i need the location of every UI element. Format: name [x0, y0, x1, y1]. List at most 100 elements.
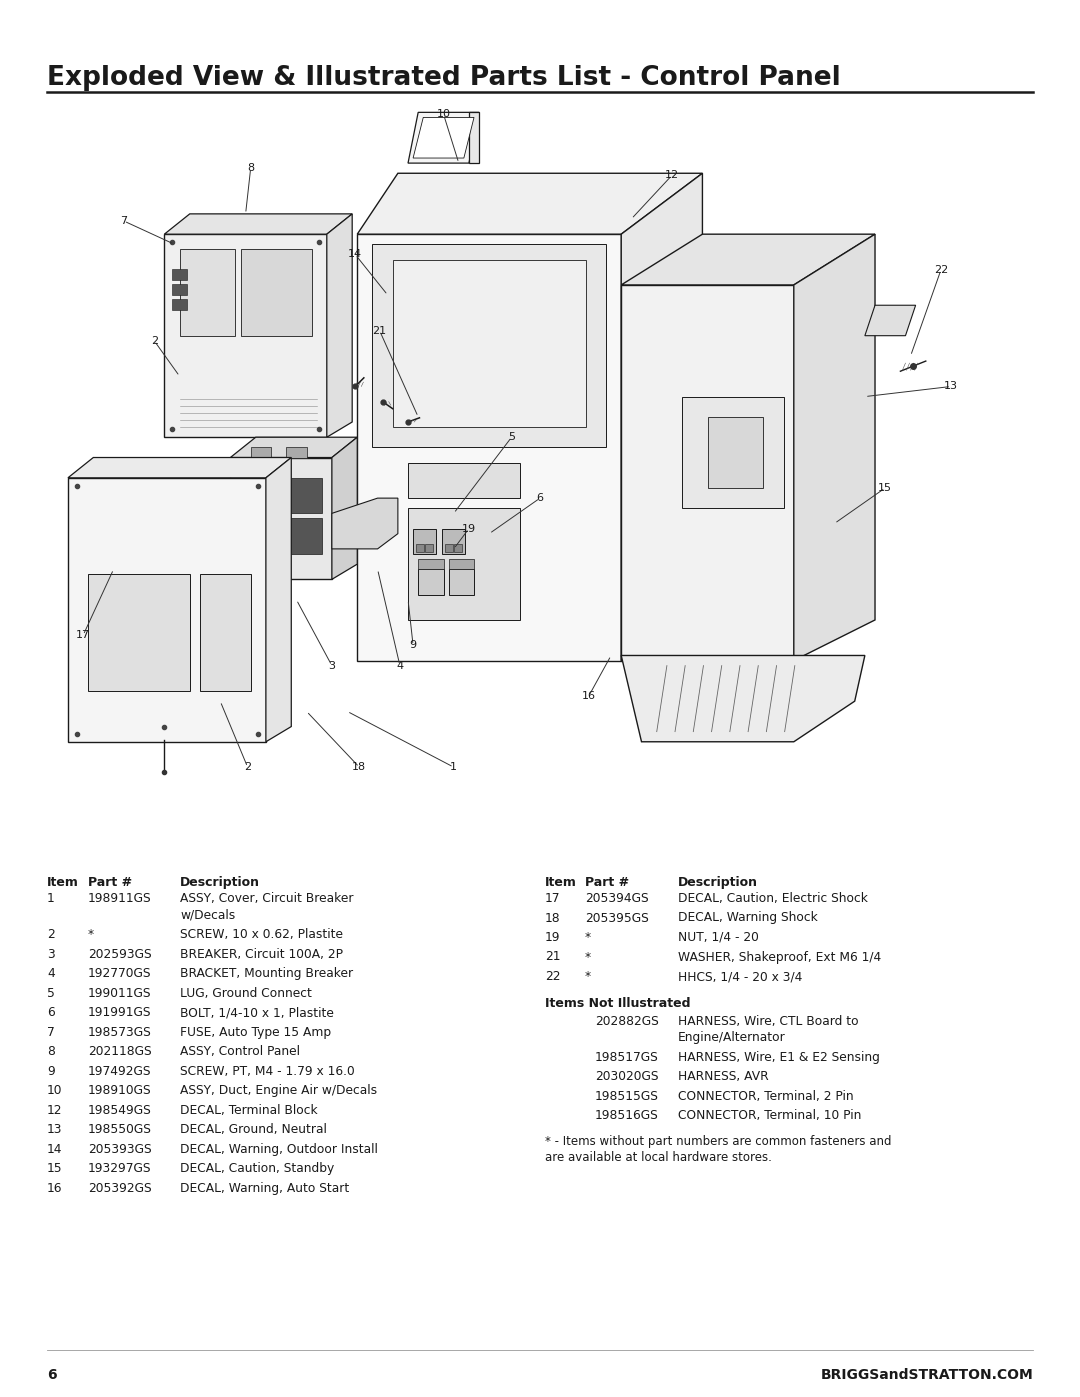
Text: 202593GS: 202593GS: [87, 947, 151, 961]
Text: 4: 4: [396, 661, 404, 671]
Polygon shape: [413, 528, 436, 555]
Text: SCREW, PT, M4 - 1.79 x 16.0: SCREW, PT, M4 - 1.79 x 16.0: [180, 1065, 354, 1077]
Text: 16: 16: [582, 692, 596, 701]
Text: 10: 10: [436, 109, 450, 119]
Text: 14: 14: [48, 1143, 63, 1155]
Polygon shape: [448, 569, 474, 595]
Text: HARNESS, AVR: HARNESS, AVR: [678, 1070, 769, 1084]
Text: 205394GS: 205394GS: [585, 893, 649, 905]
Text: Items Not Illustrated: Items Not Illustrated: [545, 997, 690, 1010]
Polygon shape: [164, 235, 327, 437]
Text: 205392GS: 205392GS: [87, 1182, 151, 1194]
Polygon shape: [373, 244, 606, 447]
Text: CONNECTOR, Terminal, 2 Pin: CONNECTOR, Terminal, 2 Pin: [678, 1090, 853, 1102]
Text: 199011GS: 199011GS: [87, 986, 151, 1000]
Text: 4: 4: [48, 967, 55, 981]
Polygon shape: [418, 569, 444, 595]
Polygon shape: [408, 509, 519, 620]
Polygon shape: [448, 559, 474, 569]
Polygon shape: [286, 447, 307, 458]
Text: are available at local hardware stores.: are available at local hardware stores.: [545, 1151, 772, 1164]
Text: *: *: [87, 928, 94, 942]
Text: 198517GS: 198517GS: [595, 1051, 659, 1065]
Text: 3: 3: [328, 661, 336, 671]
Text: DECAL, Warning, Outdoor Install: DECAL, Warning, Outdoor Install: [180, 1143, 378, 1155]
Polygon shape: [173, 299, 187, 310]
Polygon shape: [230, 458, 332, 580]
Polygon shape: [445, 543, 453, 552]
Text: DECAL, Warning, Auto Start: DECAL, Warning, Auto Start: [180, 1182, 349, 1194]
Text: 9: 9: [48, 1065, 55, 1077]
Polygon shape: [408, 112, 480, 163]
Text: * - Items without part numbers are common fasteners and: * - Items without part numbers are commo…: [545, 1134, 891, 1148]
Text: 198910GS: 198910GS: [87, 1084, 151, 1097]
Text: BOLT, 1/4-10 x 1, Plastite: BOLT, 1/4-10 x 1, Plastite: [180, 1006, 334, 1018]
Text: 198550GS: 198550GS: [87, 1123, 152, 1136]
Polygon shape: [621, 235, 875, 285]
Text: *: *: [585, 930, 591, 944]
Polygon shape: [332, 499, 397, 549]
Polygon shape: [707, 416, 764, 488]
Polygon shape: [286, 478, 322, 513]
Text: 203020GS: 203020GS: [595, 1070, 659, 1084]
Text: 21: 21: [373, 326, 387, 335]
Polygon shape: [357, 173, 702, 235]
Text: 7: 7: [120, 217, 127, 226]
Text: Item: Item: [545, 876, 577, 888]
Text: *: *: [585, 970, 591, 983]
Text: 2: 2: [48, 928, 55, 942]
Polygon shape: [245, 518, 281, 555]
Text: 2: 2: [151, 335, 158, 346]
Polygon shape: [245, 478, 281, 513]
Text: ASSY, Cover, Circuit Breaker: ASSY, Cover, Circuit Breaker: [180, 893, 353, 905]
Text: 16: 16: [48, 1182, 63, 1194]
Text: CONNECTOR, Terminal, 10 Pin: CONNECTOR, Terminal, 10 Pin: [678, 1109, 862, 1122]
Text: 8: 8: [247, 163, 254, 173]
Text: 6: 6: [48, 1006, 55, 1018]
Polygon shape: [408, 462, 519, 499]
Text: 198911GS: 198911GS: [87, 893, 151, 905]
Text: 14: 14: [348, 250, 362, 260]
Polygon shape: [266, 458, 292, 742]
Polygon shape: [89, 574, 190, 692]
Text: Exploded View & Illustrated Parts List - Control Panel: Exploded View & Illustrated Parts List -…: [48, 66, 840, 91]
Text: 17: 17: [76, 630, 91, 640]
Polygon shape: [68, 458, 292, 478]
Text: Part #: Part #: [585, 876, 630, 888]
Text: 13: 13: [944, 381, 958, 391]
Text: Item: Item: [48, 876, 79, 888]
Text: 3: 3: [48, 947, 55, 961]
Text: 193297GS: 193297GS: [87, 1162, 151, 1175]
Text: 18: 18: [545, 911, 561, 925]
Polygon shape: [173, 268, 187, 279]
Polygon shape: [327, 214, 352, 437]
Polygon shape: [683, 397, 784, 509]
Text: 13: 13: [48, 1123, 63, 1136]
Text: 7: 7: [48, 1025, 55, 1038]
Text: HARNESS, Wire, CTL Board to: HARNESS, Wire, CTL Board to: [678, 1014, 859, 1028]
Text: HHCS, 1/4 - 20 x 3/4: HHCS, 1/4 - 20 x 3/4: [678, 970, 802, 983]
Polygon shape: [200, 574, 251, 692]
Text: 6: 6: [48, 1368, 56, 1382]
Text: 198515GS: 198515GS: [595, 1090, 659, 1102]
Polygon shape: [426, 543, 433, 552]
Polygon shape: [393, 260, 585, 427]
Text: DECAL, Caution, Standby: DECAL, Caution, Standby: [180, 1162, 334, 1175]
Text: 198516GS: 198516GS: [595, 1109, 659, 1122]
Text: 1: 1: [48, 893, 55, 905]
Text: 192770GS: 192770GS: [87, 967, 151, 981]
Text: BREAKER, Circuit 100A, 2P: BREAKER, Circuit 100A, 2P: [180, 947, 343, 961]
Text: 19: 19: [462, 524, 476, 534]
Text: Description: Description: [180, 876, 260, 888]
Text: 22: 22: [545, 970, 561, 983]
Text: Description: Description: [678, 876, 758, 888]
Text: 2: 2: [244, 763, 252, 773]
Text: Part #: Part #: [87, 876, 132, 888]
Text: 198573GS: 198573GS: [87, 1025, 152, 1038]
Text: 6: 6: [537, 493, 543, 503]
Text: 15: 15: [48, 1162, 63, 1175]
Text: 18: 18: [352, 763, 366, 773]
Polygon shape: [241, 250, 311, 335]
Text: 5: 5: [508, 432, 515, 443]
Polygon shape: [442, 528, 464, 555]
